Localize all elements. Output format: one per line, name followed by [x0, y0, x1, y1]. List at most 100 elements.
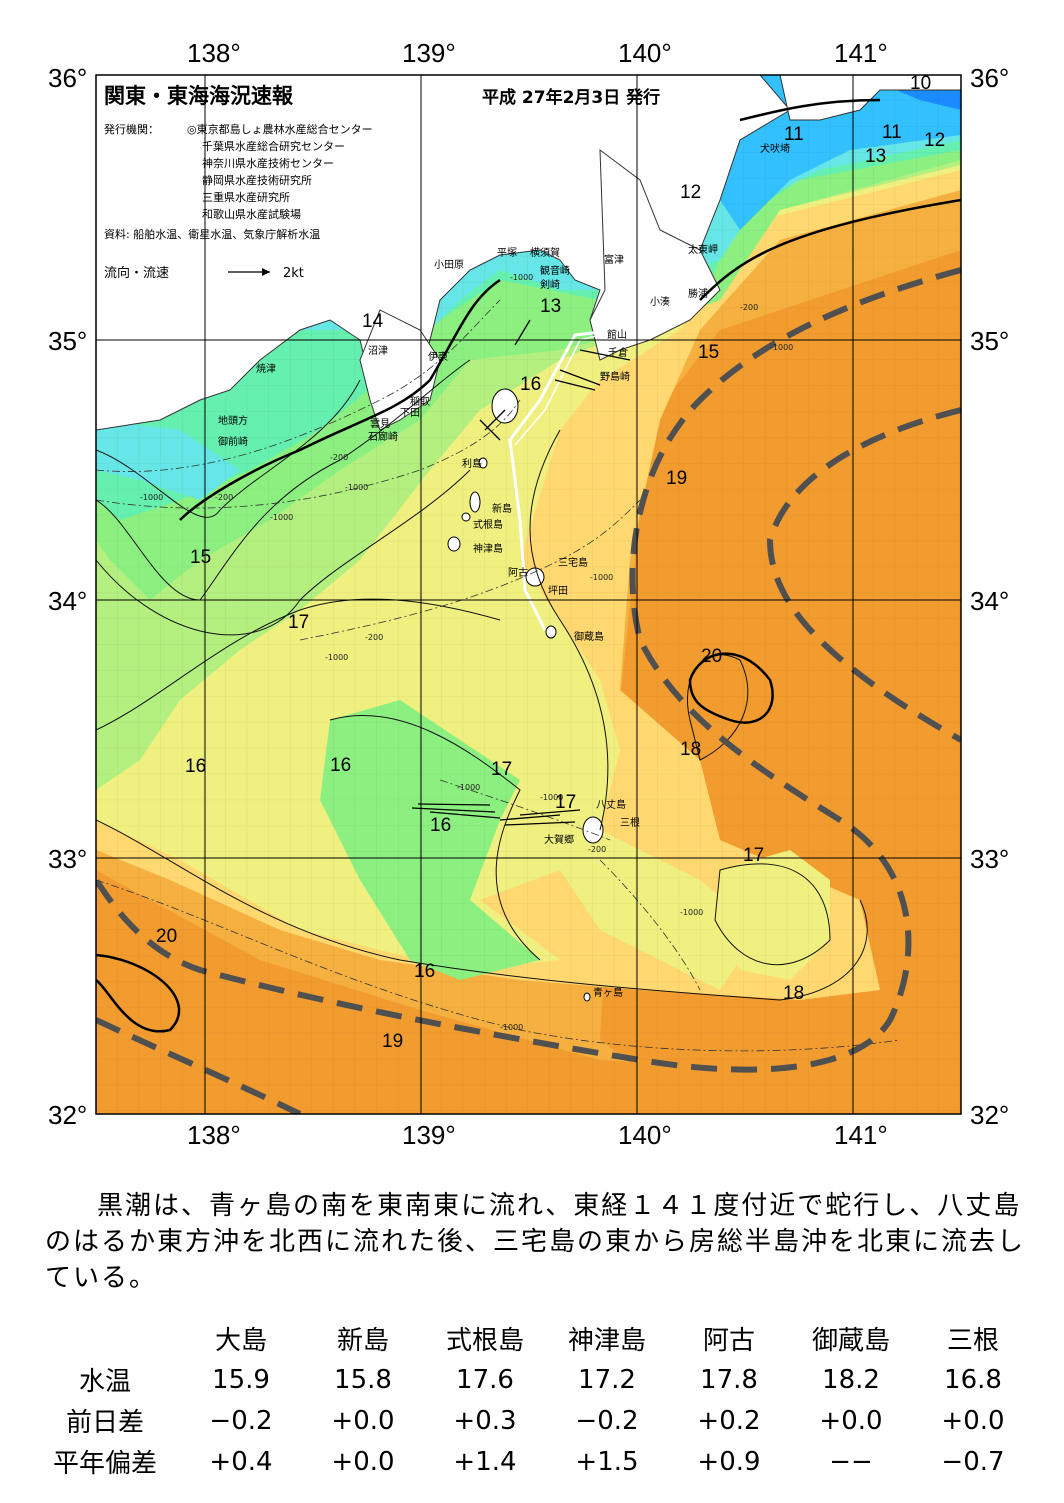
place-label: 新島: [492, 502, 512, 515]
depth-label: -200: [740, 303, 758, 312]
place-label: 犬吠埼: [760, 142, 790, 155]
lon-label: 138°: [187, 1120, 241, 1150]
isotherm-label: 18: [783, 983, 804, 1004]
station-name: 神津島: [567, 1326, 646, 1356]
table-header-row: 大島 新島 式根島 神津島 阿古 御蔵島 三根: [30, 1318, 1034, 1359]
station-name: 大島: [214, 1326, 267, 1356]
place-label: 三宅島: [558, 556, 588, 569]
place-label: 太東岬: [688, 243, 718, 256]
isotherm-label: 12: [680, 182, 701, 203]
place-label: 御前崎: [218, 435, 248, 448]
station-name: 三根: [946, 1326, 999, 1356]
lat-label: 34°: [970, 586, 1009, 616]
publisher-org: 神奈川県水産技術センター: [202, 156, 334, 170]
depth-label: -1000: [500, 1023, 523, 1032]
place-label: 大賀郷: [544, 833, 574, 846]
station-name: 新島: [336, 1326, 389, 1356]
table-cell: 15.9: [212, 1364, 270, 1395]
place-label: 沼津: [368, 344, 388, 357]
flow-legend-arrowhead: [262, 268, 270, 276]
lon-label: 141°: [834, 1120, 888, 1150]
data-source: 資料: 船舶水温、衛星水温、気象庁解析水温: [104, 227, 320, 241]
lon-label: 138°: [187, 38, 241, 68]
isotherm-label: 14: [362, 311, 384, 332]
station-name: 御蔵島: [811, 1326, 890, 1356]
depth-label: -1000: [770, 343, 793, 352]
isotherm-label: 17: [288, 612, 309, 633]
place-label: 御蔵島: [574, 630, 604, 643]
depth-label: -1000: [680, 908, 703, 917]
flow-legend: 流向・流速 2kt: [104, 265, 304, 281]
table-cell: −0.2: [575, 1405, 639, 1436]
graticule: [96, 75, 961, 1114]
isotherm-label: 15: [190, 547, 211, 568]
isotherm-labels: 10 11 11 12 13 12 13 14 15 16 19 15 17 2…: [156, 73, 945, 1052]
table-row: 平年偏差 +0.4 +0.0 +1.4 +1.5 +0.9 −− −0.7: [30, 1441, 1034, 1482]
isotherm-label: 20: [156, 926, 177, 947]
place-label: 小田原: [434, 259, 464, 271]
place-label: 石廊崎: [368, 430, 398, 443]
table-cell: +0.9: [697, 1446, 761, 1477]
place-label: 横須賀: [530, 246, 560, 259]
table-cell: +0.2: [697, 1405, 761, 1436]
depth-label: -1000: [590, 573, 613, 582]
island-niijima: [469, 491, 481, 513]
station-temperature-table: 大島 新島 式根島 神津島 阿古 御蔵島 三根 水温 15.9 15.8 17.…: [30, 1318, 1034, 1482]
kuroshio-description: 黒潮は、青ヶ島の南を東南東に流れ、東経１４１度付近で蛇行し、八丈島のはるか東方沖…: [45, 1188, 1025, 1296]
place-label: 剣崎: [540, 278, 560, 291]
place-label: 野島崎: [600, 370, 630, 383]
isotherm-label: 13: [865, 146, 886, 167]
table-cell: +0.0: [941, 1405, 1005, 1436]
table-cell: 17.8: [700, 1364, 758, 1395]
table-cell: 18.2: [822, 1364, 880, 1395]
depth-contours: [96, 299, 901, 1052]
place-label: 地頭方: [218, 414, 248, 427]
isotherm-label: 19: [382, 1031, 403, 1052]
isotherm-label: 17: [491, 759, 512, 780]
place-label: 伊東: [428, 350, 448, 363]
map-title: 関東・東海海況速報: [104, 84, 294, 108]
station-name: 式根島: [445, 1326, 524, 1356]
depth-label: -1000: [140, 493, 163, 502]
table-row: 水温 15.9 15.8 17.6 17.2 17.8 18.2 16.8: [30, 1359, 1034, 1400]
isotherm-label: 16: [185, 756, 206, 777]
island-kozushima: [447, 536, 461, 552]
table-cell: +0.3: [453, 1405, 517, 1436]
island-aogashima: [583, 992, 591, 1002]
lat-label: 32°: [970, 1100, 1009, 1130]
depth-label: -200: [215, 493, 233, 502]
table-cell: +1.4: [453, 1446, 517, 1477]
island-hachijojima: [582, 816, 604, 844]
depth-label: -1000: [510, 273, 533, 282]
row-label: 前日差: [65, 1408, 144, 1438]
lon-label: 140°: [618, 38, 672, 68]
place-label: 坪田: [548, 584, 568, 597]
lat-label: 36°: [970, 63, 1009, 93]
latitude-labels-right: 36° 35° 34° 33° 32°: [970, 63, 1009, 1130]
depth-label: -200: [330, 453, 348, 462]
depth-labels: -1000 -200 -1000 -200 -1000 -1000 -200 -…: [140, 273, 793, 1032]
kuroshio-axis: [96, 267, 961, 1114]
place-label: 稲取: [410, 396, 430, 408]
depth-label: -200: [365, 633, 383, 642]
place-label: 三根: [620, 816, 640, 829]
table-cell: +0.0: [331, 1446, 395, 1477]
lon-label: 141°: [834, 38, 888, 68]
island-miyakejima: [525, 567, 545, 587]
place-label: 神津島: [473, 542, 503, 555]
description-text: 黒潮は、青ヶ島の南を東南東に流れ、東経１４１度付近で蛇行し、八丈島のはるか東方沖…: [45, 1191, 1026, 1293]
flow-legend-unit: 2kt: [283, 266, 304, 281]
depth-label: -200: [588, 845, 606, 854]
isotherm-label: 19: [666, 468, 687, 489]
ship-track-2: [514, 334, 601, 446]
lat-label: 33°: [48, 844, 87, 874]
depth-label: -1000: [270, 513, 293, 522]
place-label: 焼津: [256, 363, 276, 375]
longitude-labels-top: 138° 139° 140° 141°: [187, 38, 888, 68]
isotherm-label: 16: [414, 961, 435, 982]
lat-label: 33°: [970, 844, 1009, 874]
table-cell: 17.6: [456, 1364, 514, 1395]
place-label: 千倉: [608, 346, 628, 359]
place-label: 阿古: [508, 566, 528, 579]
table-cell: +1.5: [575, 1446, 639, 1477]
